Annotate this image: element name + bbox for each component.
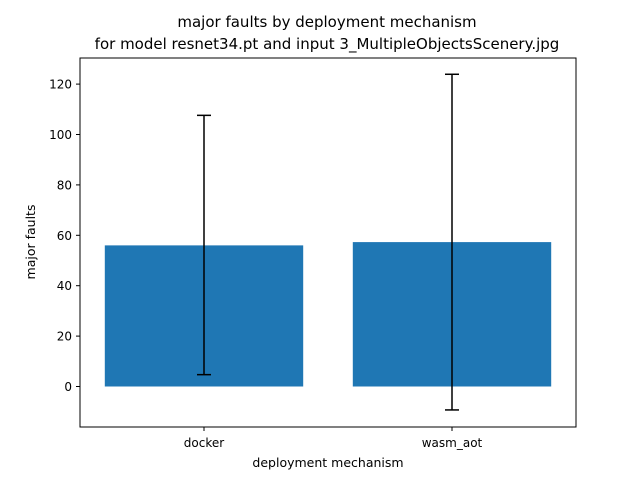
y-axis: 0 20 40 60 80 100 120 xyxy=(49,78,80,394)
y-tick-label: 60 xyxy=(57,229,72,243)
y-tick-label: 120 xyxy=(49,78,72,92)
x-axis-label: deployment mechanism xyxy=(252,455,403,470)
x-axis: docker wasm_aot xyxy=(184,427,483,450)
bars-layer xyxy=(104,242,552,387)
y-tick-label: 100 xyxy=(49,128,72,142)
chart-subtitle: for model resnet34.pt and input 3_Multip… xyxy=(95,35,560,54)
error-bars-layer xyxy=(197,73,459,411)
y-axis-label: major faults xyxy=(23,205,38,280)
y-tick-label: 80 xyxy=(57,178,72,192)
x-tick-label: wasm_aot xyxy=(422,436,483,450)
x-tick-label: docker xyxy=(184,436,224,450)
y-tick-label: 0 xyxy=(64,380,72,394)
y-tick-label: 40 xyxy=(57,279,72,293)
plot-frame xyxy=(79,57,577,428)
chart-title: major faults by deployment mechanism xyxy=(177,13,476,31)
y-tick-label: 20 xyxy=(57,330,72,344)
